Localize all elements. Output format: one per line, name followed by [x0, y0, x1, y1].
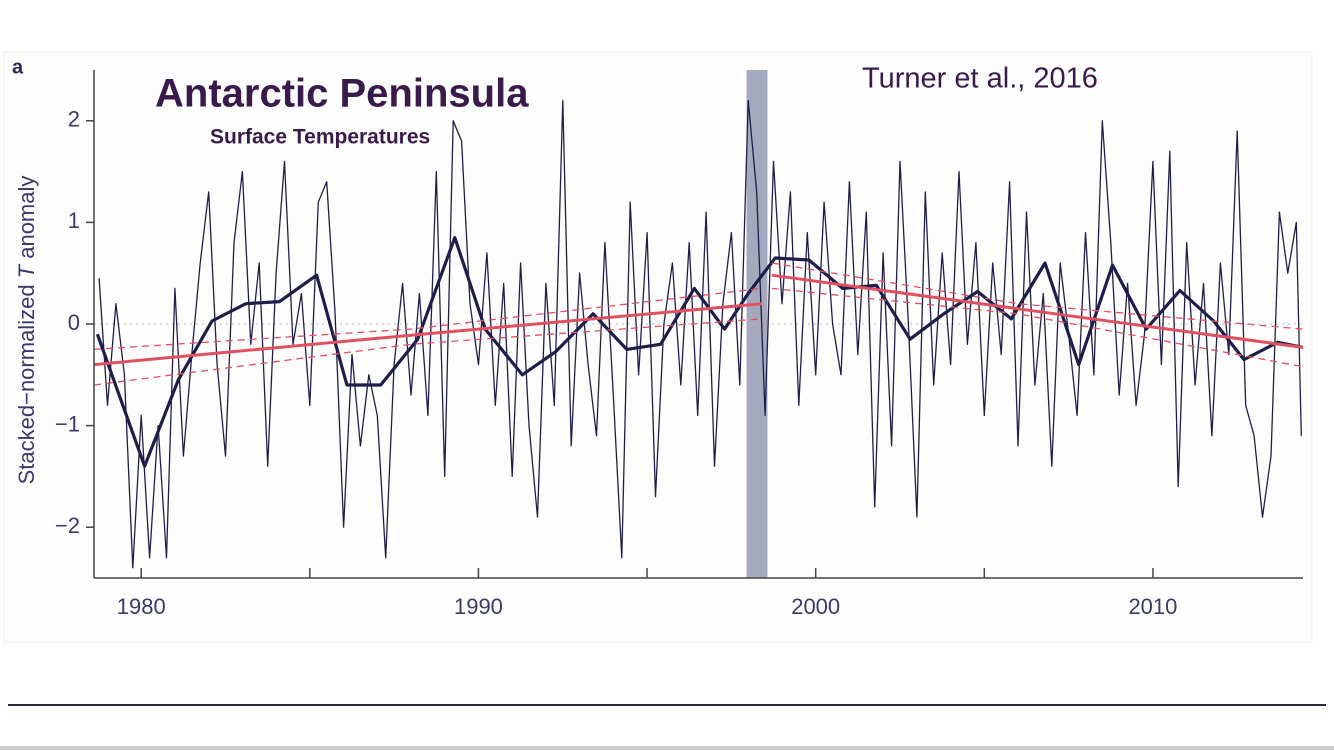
figure-frame: [3, 51, 1313, 643]
bottom-bar: [0, 746, 1334, 750]
y-label-part: Stacked−normalized: [14, 278, 39, 484]
series-line: [95, 236, 1303, 468]
chart-title: Antarctic Peninsula: [155, 72, 529, 116]
y-tick-label: 1: [68, 208, 80, 233]
plot-lines: [94, 99, 1303, 569]
y-axis-label: Stacked−normalized T anomaly: [14, 176, 39, 485]
x-tick-label: 1990: [454, 594, 503, 619]
annotation: Turner et al., 2016: [862, 63, 1098, 95]
y-label-part: T: [14, 263, 39, 278]
x-tick-label: 2000: [791, 594, 840, 619]
x-tick-label: 2010: [1128, 594, 1177, 619]
y-tick-label: −1: [55, 411, 80, 436]
series-line: [94, 287, 1303, 386]
chart-subtitle: Surface Temperatures: [210, 126, 430, 149]
y-tick-label: 2: [68, 107, 80, 132]
y-tick-label: 0: [68, 310, 80, 335]
highlight-band: [746, 70, 768, 578]
series-line: [98, 99, 1302, 569]
y-tick-label: −2: [55, 513, 80, 538]
y-label-part: anomaly: [14, 176, 39, 265]
x-tick-label: 1980: [117, 594, 166, 619]
panel-label: a: [12, 56, 24, 78]
series-line: [94, 262, 1303, 351]
series-line: [94, 273, 1303, 367]
